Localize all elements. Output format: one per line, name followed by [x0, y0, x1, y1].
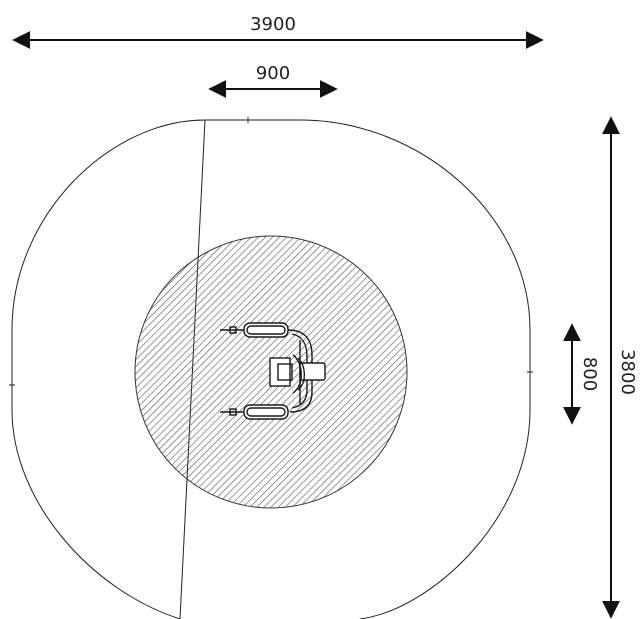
equipment-depth-label: 800 [579, 357, 600, 391]
fitness-equipment [220, 322, 326, 420]
seat-bracket [292, 354, 302, 394]
equipment-width-label: 900 [256, 63, 290, 84]
seat-plate [269, 357, 291, 387]
safety-zone-outline [11, 119, 531, 619]
width-dimension-label: 3900 [250, 14, 296, 35]
depth-dimension-label: 3800 [617, 349, 638, 395]
back-pad [299, 362, 326, 381]
upper-handle [243, 322, 289, 338]
lower-handle [243, 404, 289, 420]
